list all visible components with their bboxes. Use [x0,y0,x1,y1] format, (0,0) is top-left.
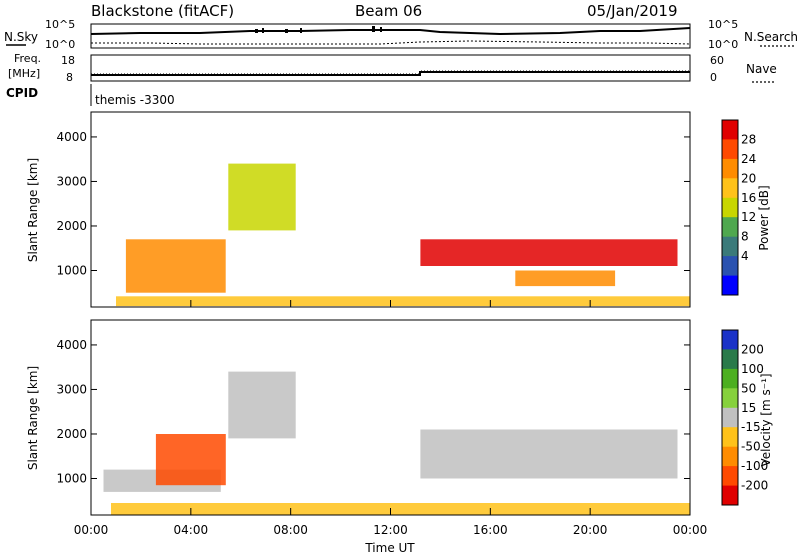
xtick-label-6: 00:00 [673,523,708,537]
power-heatmap [116,163,690,307]
nave-label: Nave [746,62,777,76]
power-region-lower-band [515,270,616,287]
nave-tick-top: 60 [710,54,724,67]
cpid-label: CPID [6,86,38,100]
velocity-ylabel: Slant Range [km] [26,366,40,470]
xtick-label-0: 00:00 [74,523,109,537]
velocity-colorbar-swatch-3 [722,388,738,409]
power-colorbar-tick-5: 8 [741,230,749,244]
velocity-colorbar-swatch-6 [722,446,738,467]
power-ytick-label-4000: 4000 [56,130,87,144]
velocity-ytick-label-3000: 3000 [56,382,87,396]
nsky-tick-bottom: 10^0 [45,38,75,51]
velocity-colorbar-tick-6: -100 [741,459,768,473]
velocity-colorbar-label: Velocity [m s⁻¹] [759,373,773,466]
power-region-near-range-low-layer [116,296,690,307]
xtick-label-2: 08:00 [273,523,308,537]
velocity-heatmap [103,371,690,515]
velocity-colorbar-tick-7: -200 [741,479,768,493]
velocity-colorbar-tick-1: 100 [741,362,764,376]
power-colorbar-frame [721,119,739,296]
power-ytick-label-2000: 2000 [56,219,87,233]
power-colorbar-swatch-0 [722,120,738,140]
velocity-colorbar-tick-3: 15 [741,401,756,415]
freq-panel: Freq. [MHz] 18 8 60 0 Nave [8,52,777,84]
power-region-main-band [420,239,678,266]
power-colorbar-swatch-5 [722,217,738,238]
power-colorbar-swatch-6 [722,236,738,257]
power-colorbar-label: Power [dB] [757,185,771,250]
power-colorbar-swatch-4 [722,197,738,218]
velocity-ytick-label-4000: 4000 [56,338,87,352]
velocity-xlabel: Time UT [364,541,415,554]
power-colorbar-swatch-3 [722,178,738,199]
velocity-colorbar-tick-5: -50 [741,440,761,454]
power-colorbar-tick-4: 12 [741,210,756,224]
velocity-colorbar: 200 100 50 15 -15 -50 -100 -200 Velocity [m s⁻¹… [721,329,773,506]
xtick-label-5: 20:00 [573,523,608,537]
power-colorbar-swatch-2 [722,158,738,179]
velocity-colorbar-swatch-2 [722,368,738,389]
velocity-region-main-band [420,429,678,479]
beam-title: Beam 06 [355,2,422,20]
power-colorbar-swatch-1 [722,139,738,160]
nsky-label: N.Sky [4,30,38,44]
velocity-colorbar-tick-0: 200 [741,342,764,356]
nsearch-tick-top: 10^5 [708,18,738,31]
nsearch-label: N.Search [744,30,798,44]
velocity-colorbar-swatch-1 [722,349,738,370]
station-title: Blackstone (fitACF) [91,2,234,20]
velocity-region-early-negative-arc [155,434,226,486]
velocity-ytick-label-1000: 1000 [56,471,87,485]
velocity-colorbar-frame [721,329,739,506]
power-colorbar-tick-3: 16 [741,191,756,205]
velocity-colorbar-swatch-7 [722,466,738,486]
power-ytick-label-1000: 1000 [56,263,87,277]
velocity-ytick-label-2000: 2000 [56,427,87,441]
power-colorbar-tick-1: 24 [741,152,756,166]
power-ylabel: Slant Range [km] [26,158,40,262]
velocity-region-near-range-low-layer [111,503,690,515]
freq-unit: [MHz] [8,67,40,80]
power-colorbar-swatch-7 [722,256,738,276]
power-colorbar-tick-0: 28 [741,132,756,146]
velocity-colorbar-swatch-4 [722,407,738,428]
velocity-region-04-08-ut-v-shaped-echo [228,371,296,439]
power-colorbar-tick-2: 20 [741,171,756,185]
velocity-colorbar-swatch-5 [722,427,738,448]
power-ytick-label-3000: 3000 [56,174,87,188]
nsky-panel: N.Sky 10^5 10^0 10^5 10^0 N.Search [4,18,798,51]
power-colorbar-swatch-8 [722,275,738,296]
nsearch-tick-bottom: 10^0 [708,38,738,51]
velocity-colorbar-tick-2: 50 [741,381,756,395]
cpid-program: themis -3300 [95,93,175,107]
velocity-colorbar-swatch-0 [722,330,738,350]
xtick-label-1: 04:00 [174,523,209,537]
power-region-04-08-ut-v-shaped-echo [228,163,296,231]
nsky-tick-top: 10^5 [45,18,75,31]
velocity-panel: 1000 2000 3000 4000 00:00 04:00 08:00 12:00 16:… [26,300,707,554]
date-title: 05/Jan/2019 [587,2,678,20]
power-region-early-rising-arc [125,239,226,293]
velocity-colorbar-swatch-8 [722,485,738,506]
freq-tick-top: 18 [61,54,75,67]
nave-tick-bottom: 0 [710,71,717,84]
power-colorbar: 28 24 20 16 12 8 4 Power [dB] [721,119,771,296]
xtick-label-3: 12:00 [373,523,408,537]
power-colorbar-tick-6: 4 [741,249,749,263]
power-panel: 1000 2000 3000 4000 Slant Range [km] [26,111,691,308]
xtick-label-4: 16:00 [473,523,508,537]
freq-tick-bottom: 8 [66,71,73,84]
velocity-colorbar-tick-4: -15 [741,420,761,434]
freq-label: Freq. [14,52,41,65]
